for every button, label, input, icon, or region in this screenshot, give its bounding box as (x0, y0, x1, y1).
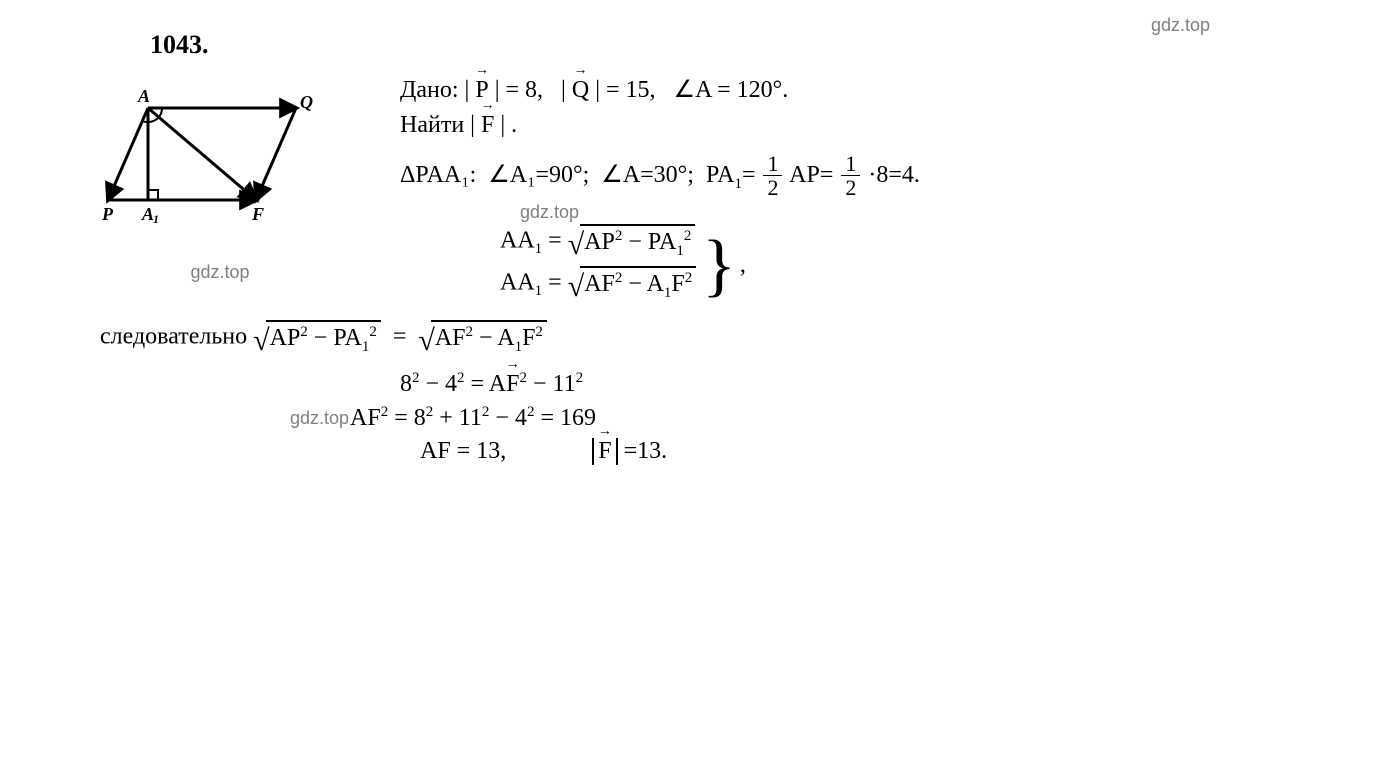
bottom-block: следовательно √AP2 − PA12 = √AF2 − A1F2 … (100, 320, 1300, 465)
angle-a: ∠A=30°; (601, 162, 694, 188)
aa1-line1: AA1 = √AP2 − PA12 (500, 224, 696, 260)
svg-text:F: F (251, 204, 264, 224)
vec-q: Q (572, 77, 589, 104)
right-brace: } (702, 231, 736, 301)
therefore-line: следовательно √AP2 − PA12 = √AF2 − A1F2 (100, 320, 1300, 356)
svg-text:P: P (101, 204, 114, 224)
frac-half-1: 12 (763, 153, 782, 200)
watermark-below-figure: gdz.top (100, 262, 340, 283)
calc-line-1: 82 − 42 = AF2 − 112 (400, 370, 1300, 398)
therefore-word: следовательно (100, 323, 253, 349)
find-prefix: Найти (400, 112, 470, 138)
top-section: A Q P A 1 F gdz.top Дано: | P | = 8, | Q… (100, 75, 1300, 308)
final-line: AF = 13, F =13. (420, 438, 1300, 465)
aa1-system: AA1 = √AP2 − PA12 AA1 = √AF2 − A1F2 } , (500, 224, 746, 308)
f-mag-result: F =13. (592, 438, 667, 464)
figure-block: A Q P A 1 F gdz.top (100, 75, 340, 283)
given-line: Дано: | P | = 8, | Q | = 15, ∠A = 120°. (400, 75, 1300, 104)
watermark-bottom-left: gdz.top (290, 408, 349, 429)
page-container: gdz.top 1043. (100, 30, 1300, 465)
text-block: Дано: | P | = 8, | Q | = 15, ∠A = 120°. … (400, 75, 1300, 308)
brace-comma: , (740, 252, 746, 279)
watermark-top-right: gdz.top (1151, 15, 1210, 36)
calc-line-2: gdz.top AF2 = 82 + 112 − 42 = 169 gdz.to… (350, 404, 1300, 432)
triangle-line: ΔPAA₁: ∠A₁=90°; ∠A=30°; PA1= 12 AP= 12 ·… (400, 153, 1300, 200)
aa1-line2: AA1 = √AF2 − A1F2 (500, 266, 696, 302)
af-result: AF = 13, (420, 438, 506, 464)
tri-label: ΔPAA₁: (400, 162, 476, 188)
watermark-mid: gdz.top (520, 202, 579, 223)
vec-f: F (481, 112, 494, 139)
angle-a1: ∠A₁=90°; (488, 162, 589, 188)
svg-text:1: 1 (153, 212, 159, 226)
frac-half-2: 12 (841, 153, 860, 200)
svg-text:Q: Q (300, 92, 313, 112)
given-prefix: Дано: (400, 77, 465, 103)
parallelogram-figure: A Q P A 1 F (100, 75, 340, 245)
problem-number: 1043. (150, 30, 1300, 60)
find-line: Найти | F | . (400, 112, 1300, 139)
svg-text:A: A (137, 86, 150, 106)
